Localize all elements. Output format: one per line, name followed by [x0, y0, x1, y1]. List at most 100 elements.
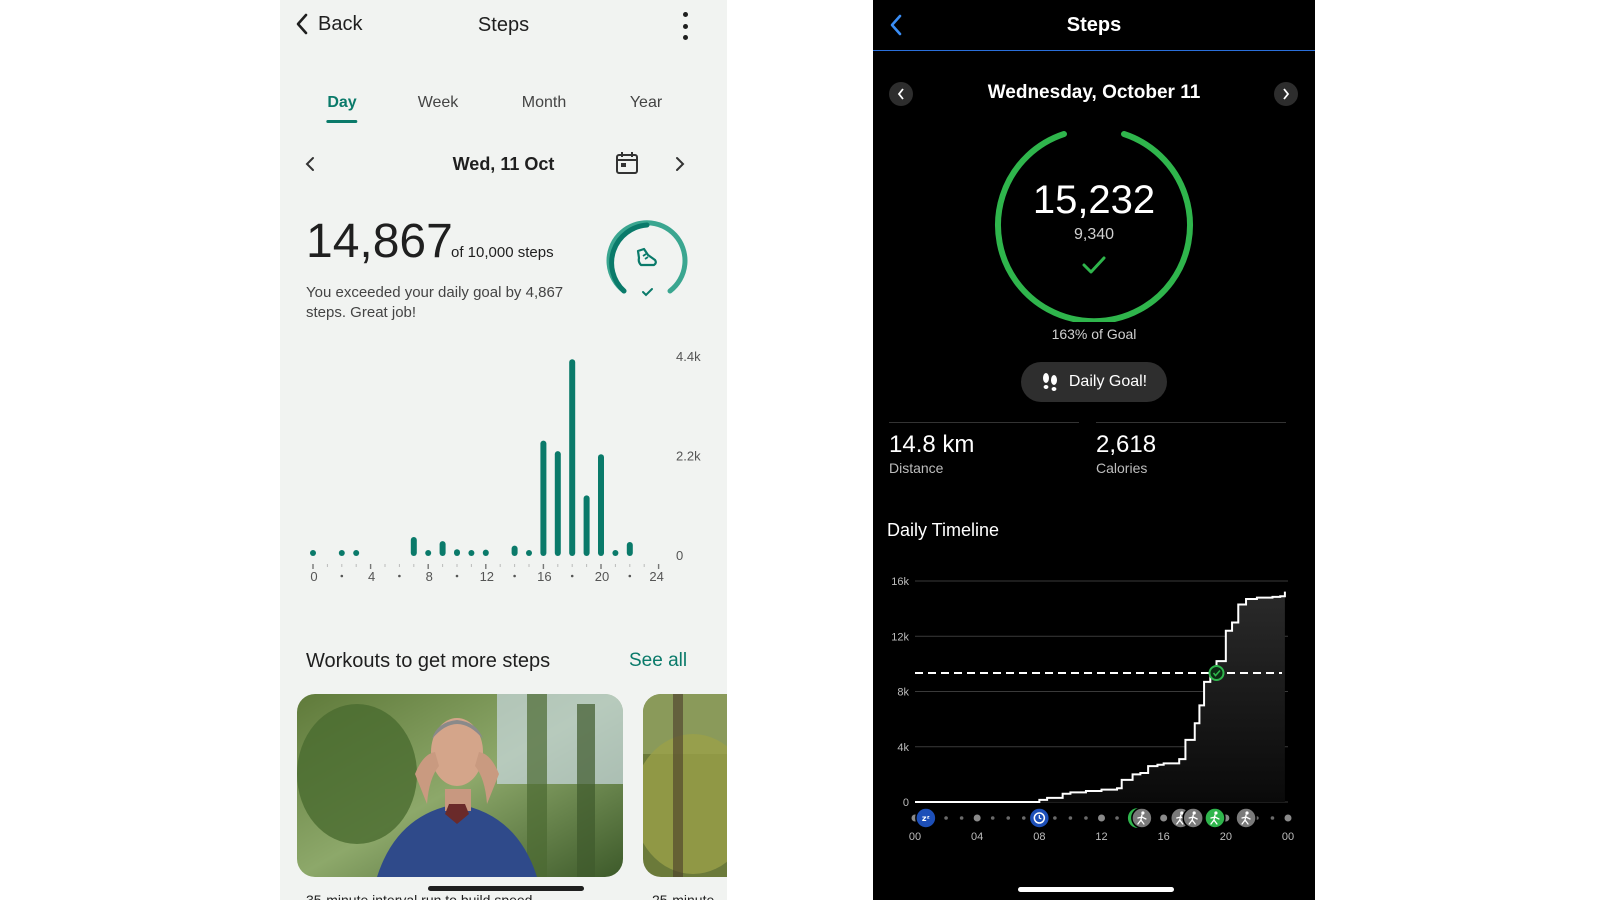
selected-date: Wednesday, October 11 — [987, 82, 1201, 103]
hour-bar[interactable] — [468, 550, 475, 556]
goal-reached-dot — [1208, 664, 1225, 681]
hour-bar[interactable] — [626, 541, 633, 556]
timeline-dot — [990, 816, 995, 820]
hour-bar[interactable] — [540, 440, 547, 556]
chevron-left-icon — [305, 157, 314, 171]
check-icon — [1212, 669, 1221, 677]
date-navigator: Wednesday, October 11 — [873, 80, 1315, 112]
next-day-button[interactable] — [1274, 82, 1298, 106]
daily-timeline-chart: 16k 12k 8k 4k 0 zᶻ 00 04 08 12 16 20 00 — [891, 576, 1294, 843]
x-tick-dot — [455, 574, 459, 578]
hour-bar[interactable] — [353, 550, 360, 556]
page-title: Steps — [477, 14, 530, 36]
check-icon — [1082, 256, 1106, 274]
x-tick-dot — [570, 574, 574, 578]
timeline-dot — [973, 814, 981, 822]
goal-progress-ring — [995, 131, 1193, 322]
svg-text:zᶻ: zᶻ — [922, 814, 930, 823]
x-tick-label: 20 — [595, 569, 609, 584]
x-tick-dot — [340, 574, 344, 578]
x-tick-label: 12 — [1095, 831, 1107, 843]
tab-day[interactable]: Day — [326, 94, 359, 123]
goal-reached-marker — [1208, 664, 1225, 681]
x-tick-label: 00 — [1282, 831, 1294, 843]
hour-bar[interactable] — [612, 550, 619, 556]
chevron-left-icon[interactable] — [887, 12, 905, 38]
tab-year[interactable]: Year — [629, 94, 663, 111]
chevron-left-icon — [897, 88, 904, 100]
timeline-dot — [1068, 816, 1073, 820]
walk-icon[interactable] — [1182, 807, 1204, 829]
goal-progress-ring — [606, 220, 688, 297]
distance-label: Distance — [889, 460, 944, 476]
chevron-left-icon — [296, 13, 308, 35]
timeline-dot — [1284, 814, 1292, 822]
x-tick-label: 12 — [480, 569, 494, 584]
daily-goal-badge[interactable]: Daily Goal! — [1021, 362, 1167, 402]
more-vertical-icon[interactable] — [679, 12, 691, 40]
see-all-link[interactable]: See all — [629, 650, 688, 671]
chevron-right-icon — [676, 157, 685, 171]
hour-bar[interactable] — [583, 495, 590, 556]
timeline-dot — [1053, 816, 1057, 820]
stopwatch-icon[interactable] — [1028, 807, 1051, 829]
calories-label: Calories — [1096, 460, 1148, 476]
hour-bar[interactable] — [511, 545, 518, 556]
tab-month[interactable]: Month — [521, 94, 567, 111]
x-tick-dot — [398, 574, 401, 578]
back-button[interactable]: Back — [294, 12, 362, 36]
timeline-dot — [1006, 816, 1011, 820]
step-goal: 9,340 — [1073, 226, 1115, 243]
hour-bar[interactable] — [439, 541, 446, 556]
y-tick-label: 8k — [897, 687, 909, 699]
period-tabs: Day Week Month Year — [280, 94, 727, 128]
timeline-area — [915, 591, 1285, 802]
divider — [889, 422, 1079, 423]
goal-percent: 163% of Goal — [1051, 326, 1137, 342]
divider — [1096, 422, 1286, 423]
back-label: Back — [318, 12, 363, 35]
y-tick-label: 0 — [903, 797, 909, 809]
shoe-icon — [636, 247, 657, 267]
workouts-section-title: Workouts to get more steps — [306, 650, 551, 672]
workout-card[interactable] — [643, 694, 727, 877]
hour-bar[interactable] — [425, 550, 432, 556]
x-tick-label: 04 — [971, 831, 983, 843]
tab-week[interactable]: Week — [417, 94, 459, 111]
timeline-line — [915, 591, 1286, 803]
x-tick-label: 08 — [1033, 831, 1045, 843]
x-tick-label: 16 — [537, 569, 551, 584]
sleep-icon[interactable]: zᶻ — [915, 807, 937, 829]
hour-bar[interactable] — [482, 549, 489, 556]
hour-bar[interactable] — [338, 550, 345, 556]
hour-bar[interactable] — [410, 537, 417, 556]
x-tick-label: 8 — [426, 569, 433, 584]
y-tick-label: 0 — [676, 548, 683, 563]
workout-card[interactable] — [297, 694, 623, 877]
timeline-dot — [944, 816, 948, 820]
calendar-icon[interactable] — [614, 150, 640, 176]
x-tick-label: 24 — [649, 569, 663, 584]
run-icon[interactable] — [1204, 807, 1226, 829]
step-goal-text: of 10,000 steps — [451, 244, 554, 261]
hour-bar[interactable] — [454, 549, 460, 556]
prev-day-button[interactable] — [889, 82, 913, 106]
x-tick-label: 00 — [909, 831, 921, 843]
hour-bar[interactable] — [569, 359, 576, 556]
page-title: Steps — [1066, 14, 1122, 36]
next-day-button[interactable] — [670, 150, 690, 178]
walk-icon[interactable] — [1127, 807, 1153, 829]
hour-bar[interactable] — [554, 451, 561, 556]
daily-goal-label: Daily Goal! — [1068, 373, 1148, 390]
prev-day-button[interactable] — [300, 150, 320, 178]
walk-icon[interactable] — [1235, 807, 1257, 829]
goal-exceeded-message: You exceeded your daily goal by 4,867 st… — [306, 284, 564, 321]
step-count: 15,232 — [1032, 178, 1156, 222]
hour-bar[interactable] — [526, 550, 532, 556]
x-tick-label: 0 — [310, 569, 317, 584]
check-icon — [642, 288, 653, 297]
hour-bar[interactable] — [310, 550, 316, 556]
hour-bar[interactable] — [598, 454, 604, 556]
top-app-bar: Back Steps — [280, 0, 727, 52]
home-indicator — [428, 886, 584, 891]
